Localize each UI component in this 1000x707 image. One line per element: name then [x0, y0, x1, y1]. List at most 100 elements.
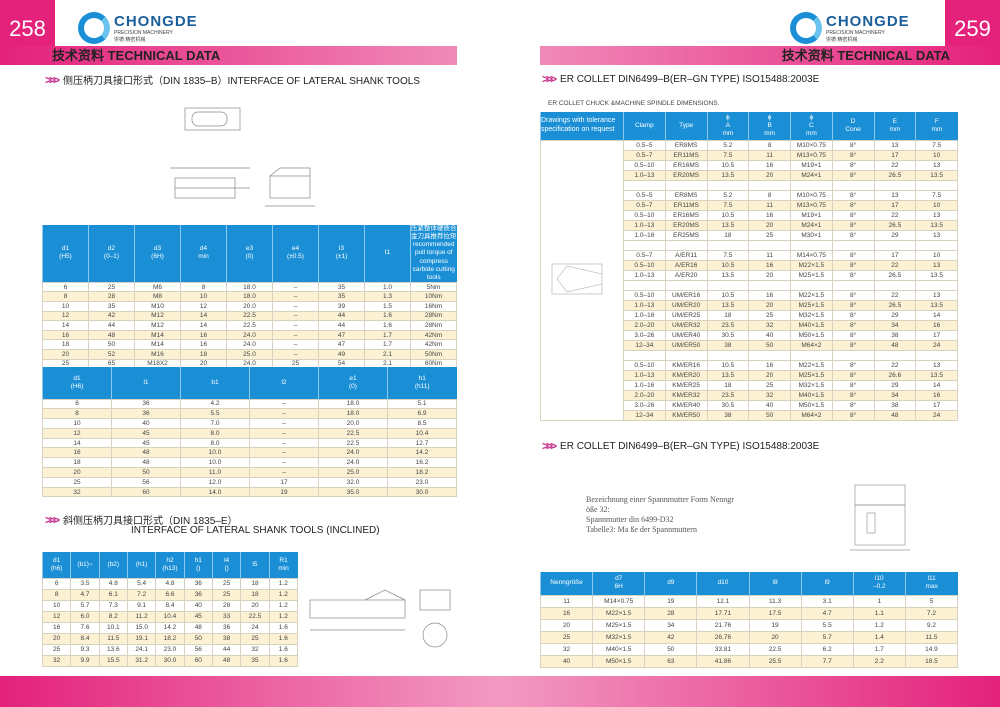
table-cell: 20 [539, 618, 594, 632]
table-row: 10 35 M10 12 20.0–39 1.5 16Nm [42, 301, 457, 312]
header-row: d1 (H6) l1 b1 l2 e1 (0) h1 (h11) [42, 367, 457, 399]
table-row: 10 40 7.0–20.0 8.5 [42, 418, 457, 429]
table-cell: 18 [706, 309, 750, 321]
table-cell: UM/ER50 [664, 339, 708, 351]
table-cell: 36 [183, 577, 213, 590]
table-cell: 13.5 [706, 219, 750, 231]
table-cell: 12 [180, 301, 227, 312]
table-cell: 12–34 [623, 339, 666, 351]
header-line: ϕ [726, 113, 730, 121]
table-cell: 14.2 [155, 621, 185, 634]
logo-sub: PRECISION MACHINERY [114, 30, 173, 36]
header-line: l1 [143, 378, 149, 386]
header-line: l8 [772, 579, 778, 587]
header-cell: l2 [249, 367, 319, 399]
table-cell: 42 [88, 310, 135, 322]
table-cell: – [272, 320, 319, 331]
table-cell: UM/ER40 [664, 329, 708, 341]
table-cell: 38 [873, 399, 917, 411]
table-row: 3.0–26 UM/ER40 30.5 40 M50×1.5 8° 38 17 [541, 329, 958, 341]
table-cell: 47 [318, 339, 365, 351]
table-cell: – [272, 291, 319, 303]
footer-band [0, 676, 1000, 707]
header-line: min [198, 253, 209, 261]
table-cell: 1.2 [268, 599, 299, 612]
collet-chuck-drawing [551, 263, 603, 295]
table-cell: 52 [88, 349, 135, 360]
table-cell: 33 [211, 610, 242, 623]
table-cell: 25 [41, 643, 72, 656]
table-spannmutter: Nenngröße d7 6H d9 d10 l8 l9 l10 –0.2 l11 max 11 M14… [539, 572, 959, 668]
table-cell: 16 [41, 621, 72, 634]
table-cell: 6.6 [155, 588, 185, 601]
table-cell: 13.5 [915, 169, 958, 181]
table-cell: 30.5 [706, 329, 750, 341]
table-row: 20 M25×1.5 34 21.76 19 5.5 1.2 9.2 [539, 618, 959, 632]
table-cell: 23.5 [706, 319, 750, 331]
table-cell: M25×1.5 [790, 299, 833, 311]
table-cell: 18 [42, 457, 112, 469]
header-cell: l1 [111, 367, 181, 399]
table-cell: 1.3 [364, 291, 411, 303]
table-cell: 56 [111, 476, 181, 488]
table-cell: 8° [831, 319, 875, 331]
table-cell: 25.5 [748, 654, 802, 668]
header-line: ϕ [767, 113, 772, 121]
section-title-text: ER COLLET DIN6499–B(ER–GN TYPE) ISO15488… [560, 73, 820, 85]
table-cell: 22.5 [748, 642, 802, 656]
header-line: (±1) [335, 253, 348, 261]
header-cell: Type [664, 112, 707, 140]
table-cell: 8° [831, 149, 875, 161]
table-cell: 7.6 [70, 621, 100, 634]
table-cell: 16 [180, 339, 227, 351]
table-cell: M32×1.5 [790, 309, 833, 321]
table-cell: 8° [831, 409, 875, 421]
table-cell: ER16MS [664, 159, 708, 171]
logo-left: CHONGDE PRECISION MACHINERY 崇德 精密机械 [78, 12, 198, 44]
table-cell: 13.5 [915, 299, 958, 311]
table-cell: 22 [873, 159, 917, 171]
table-cell: 8 [42, 408, 112, 420]
table-cell: 8 [748, 139, 791, 151]
table-cell: 26.5 [873, 269, 917, 281]
table-cell: 3.0–26 [623, 329, 666, 341]
table-cell [790, 279, 833, 291]
table-cell: 10 [915, 149, 958, 161]
table-cell: 32 [748, 389, 791, 401]
table-cell: 5 [904, 594, 959, 608]
table-row: 40 M50×1.5 63 41.86 25.5 7.7 2.2 18.5 [539, 654, 959, 668]
table-cell: 23.5 [706, 389, 750, 401]
table-cell: 17 [915, 399, 958, 411]
table-cell: 5.5 [800, 618, 854, 632]
logo-sub: PRECISION MACHINERY [826, 30, 885, 36]
header-line: d7 [615, 575, 623, 583]
table-cell [873, 239, 917, 251]
table-cell: 10Nm [410, 291, 457, 303]
table-cell: 45 [111, 437, 181, 449]
table-cell: – [249, 418, 319, 429]
table-cell: 8° [831, 359, 875, 371]
header-line: F [934, 117, 939, 125]
table-cell: 35 [88, 301, 135, 312]
table-cell: 40 [183, 599, 213, 612]
table-cell: 8° [831, 259, 875, 271]
table-cell: 8° [831, 229, 875, 241]
table-cell: 1.0–13 [623, 169, 666, 181]
table-cell: 8° [831, 379, 875, 391]
header-line: d2 [107, 245, 116, 253]
table-cell: 12 [42, 310, 89, 322]
table-cell: 5.2 [706, 139, 750, 151]
table-cell: 20 [41, 632, 72, 645]
logo-cn: 崇德 精密机械 [114, 37, 146, 43]
table-cell: 13.5 [706, 299, 750, 311]
header-cell: (h1) [126, 552, 156, 578]
table-cell: 25 [42, 476, 112, 488]
header-line: ϕ [809, 113, 814, 121]
header-line: h1 [194, 556, 202, 564]
table-cell: 12.1 [696, 594, 750, 608]
table-cell: 30.0 [155, 654, 185, 667]
table-cell: 13.5 [915, 369, 958, 381]
table-cell: 10 [42, 301, 89, 312]
table-cell: 5Nm [410, 281, 457, 293]
table-cell: 6.9 [387, 408, 457, 420]
